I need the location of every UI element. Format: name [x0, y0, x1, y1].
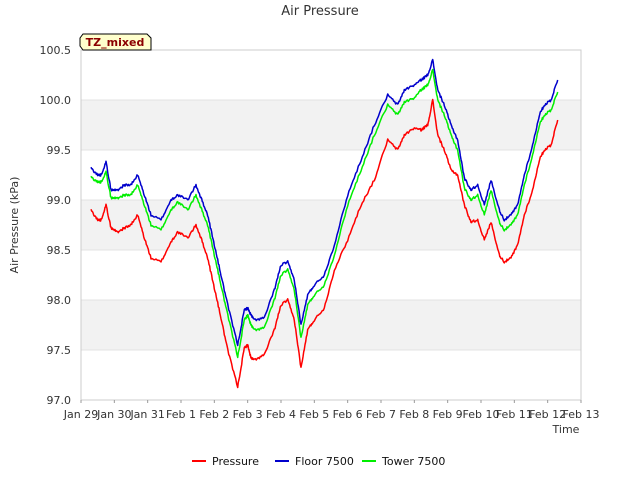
x-tick-label: Feb 6 [333, 408, 363, 421]
x-tick-label: Feb 3 [233, 408, 263, 421]
legend-label: Pressure [212, 455, 259, 468]
x-tick-label: Feb 2 [199, 408, 229, 421]
x-tick-label: Jan 31 [129, 408, 164, 421]
tz-annotation-label: TZ_mixed [86, 36, 145, 49]
plot-area [80, 49, 582, 401]
x-tick-label: Feb 10 [463, 408, 500, 421]
x-tick-label: Feb 5 [299, 408, 329, 421]
y-tick-label: 97.5 [47, 344, 72, 357]
y-tick-label: 97.0 [47, 394, 72, 407]
y-tick-label: 100.5 [40, 44, 72, 57]
y-tick-label: 98.0 [47, 294, 72, 307]
x-tick-label: Feb 4 [266, 408, 296, 421]
y-tick-label: 98.5 [47, 244, 72, 257]
tz-annotation-box [79, 33, 152, 51]
y-tick-label: 99.5 [47, 144, 72, 157]
series-line-tower-7500 [90, 68, 559, 359]
grid-band [81, 200, 581, 250]
x-tick-label: Feb 7 [366, 408, 396, 421]
y-tick-label: 100.0 [40, 94, 72, 107]
grid-band [81, 100, 581, 150]
y-axis-title: Air Pressure (kPa) [8, 177, 21, 274]
legend-label: Tower 7500 [381, 455, 445, 468]
series-line-floor-7500 [90, 58, 559, 347]
x-tick-label: Jan 29 [63, 408, 98, 421]
x-tick-label: Feb 11 [496, 408, 533, 421]
chart-title: Air Pressure [281, 4, 359, 19]
x-tick-label: Jan 30 [96, 408, 131, 421]
x-tick-label: Feb 8 [399, 408, 429, 421]
x-tick-label: Feb 13 [563, 408, 600, 421]
series-lines [90, 58, 559, 389]
y-axis-ticks: 97.0 97.5 98.0 98.5 99.0 99.5 100.0 100.5 [40, 44, 72, 407]
x-tick-label: Feb 1 [166, 408, 196, 421]
plot-border [80, 49, 582, 401]
grid-bands [81, 100, 581, 350]
x-tick-label: Feb 9 [433, 408, 463, 421]
legend-label: Floor 7500 [295, 455, 354, 468]
y-tick-label: 99.0 [47, 194, 72, 207]
series-line-pressure [90, 98, 559, 389]
tz-annotation: TZ_mixed [79, 33, 152, 51]
x-tick-label: Feb 12 [529, 408, 566, 421]
legend: Pressure Floor 7500 Tower 7500 [192, 455, 445, 468]
grid-band [81, 300, 581, 350]
x-axis-title: Time [552, 423, 580, 436]
